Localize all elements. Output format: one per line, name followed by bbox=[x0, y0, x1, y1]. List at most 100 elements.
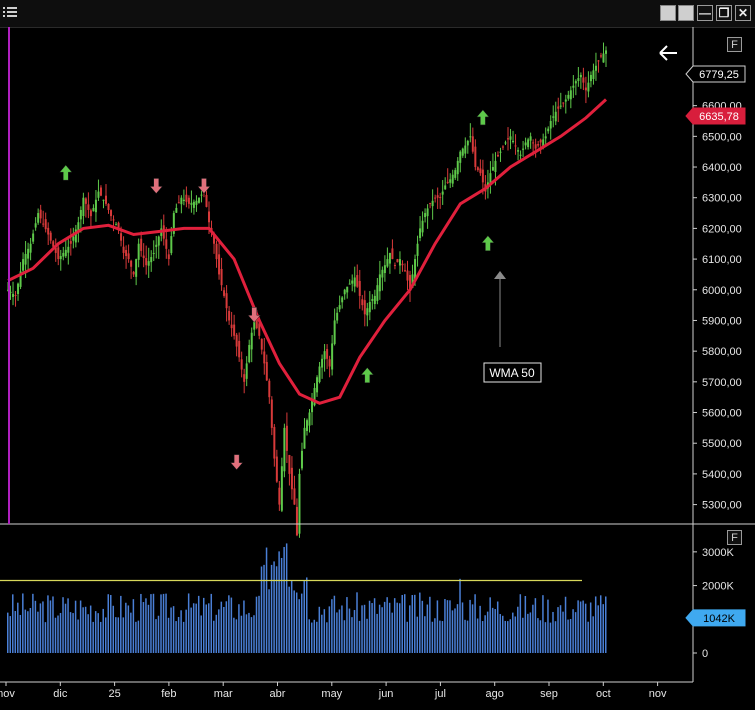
volume-bar bbox=[577, 600, 579, 653]
candle-body bbox=[260, 338, 263, 350]
volume-bar bbox=[348, 608, 351, 653]
volume-bar bbox=[192, 603, 195, 653]
volume-bar bbox=[175, 621, 177, 653]
volume-bar bbox=[454, 608, 456, 653]
volume-bar bbox=[202, 597, 205, 653]
volume-bar bbox=[421, 600, 424, 653]
volume-bar bbox=[79, 600, 82, 653]
candle-body bbox=[275, 456, 278, 482]
volume-bar bbox=[293, 590, 295, 653]
volume-bar bbox=[459, 578, 461, 653]
last-price-label: 6779,25 bbox=[685, 65, 746, 83]
volume-bar bbox=[471, 604, 474, 653]
volume-bar bbox=[429, 596, 431, 653]
candle-body bbox=[602, 53, 605, 63]
price-tick-label: 6400,00 bbox=[702, 162, 742, 174]
volume-bar bbox=[24, 609, 27, 653]
volume-bar bbox=[403, 594, 406, 653]
candle-body bbox=[373, 295, 376, 304]
candle-body bbox=[496, 154, 499, 157]
volume-bar bbox=[599, 595, 602, 653]
candle-body bbox=[366, 308, 369, 316]
candle-body bbox=[567, 94, 570, 99]
candle-body bbox=[396, 259, 399, 263]
candle-body bbox=[346, 286, 349, 293]
candle-body bbox=[258, 323, 261, 336]
candle-body bbox=[524, 142, 527, 146]
candle-body bbox=[398, 259, 401, 266]
price-tick-label: 6200,00 bbox=[702, 223, 742, 235]
time-tick-label: ago bbox=[486, 688, 504, 700]
volume-bar bbox=[396, 602, 398, 653]
candle-body bbox=[383, 265, 386, 274]
volume-bar bbox=[486, 611, 489, 653]
chart-area: 6700,006600,006500,006400,006300,006200,… bbox=[0, 27, 755, 700]
volume-bar bbox=[54, 617, 57, 653]
volume-bar bbox=[89, 605, 92, 653]
volume-bar bbox=[605, 596, 607, 653]
candle-body bbox=[584, 87, 587, 91]
volume-bar bbox=[22, 593, 24, 653]
candle-body bbox=[155, 244, 158, 247]
volume-bar bbox=[104, 617, 107, 653]
grey-square-button-2[interactable] bbox=[678, 5, 694, 21]
candle-body bbox=[471, 136, 474, 152]
volume-bar bbox=[157, 615, 160, 653]
candle-body bbox=[87, 204, 90, 210]
candle-body bbox=[32, 233, 35, 242]
volume-bar bbox=[592, 616, 594, 653]
candle-body bbox=[223, 290, 226, 296]
close-button[interactable]: ✕ bbox=[735, 5, 751, 21]
candle-body bbox=[142, 255, 145, 259]
volume-bar bbox=[295, 592, 298, 653]
candle-body bbox=[115, 224, 118, 226]
candle-body bbox=[582, 77, 585, 83]
volume-bar bbox=[341, 605, 343, 653]
candle-body bbox=[368, 302, 371, 313]
volume-bar bbox=[197, 595, 200, 653]
candle-body bbox=[569, 90, 572, 100]
volume-bar bbox=[544, 622, 547, 653]
volume-bar bbox=[416, 616, 419, 653]
format-button-volume[interactable]: F bbox=[727, 530, 742, 545]
volume-bar bbox=[539, 620, 542, 653]
menu-icon[interactable] bbox=[3, 5, 18, 19]
candle-body bbox=[22, 259, 25, 271]
candle-body bbox=[547, 128, 550, 132]
minimize-button[interactable]: — bbox=[697, 5, 713, 21]
candle-body bbox=[82, 197, 85, 217]
volume-bar bbox=[140, 593, 142, 653]
arrow-left-icon[interactable] bbox=[656, 44, 680, 62]
grey-square-button-1[interactable] bbox=[660, 5, 676, 21]
volume-bar bbox=[82, 607, 84, 653]
candle-body bbox=[534, 144, 537, 149]
candle-body bbox=[356, 275, 359, 287]
volume-bar bbox=[132, 599, 135, 653]
candle-body bbox=[454, 170, 457, 178]
volume-bar bbox=[328, 606, 331, 653]
volume-bar bbox=[152, 593, 155, 653]
candle-body bbox=[172, 213, 175, 234]
price-tick-label: 5700,00 bbox=[702, 377, 742, 389]
volume-bar bbox=[331, 599, 333, 653]
volume-bar bbox=[316, 621, 318, 653]
volume-bar bbox=[225, 601, 228, 653]
volume-bar bbox=[270, 564, 273, 653]
format-button-price[interactable]: F bbox=[727, 37, 742, 52]
volume-bar bbox=[501, 615, 504, 653]
volume-bar bbox=[120, 595, 122, 653]
volume-bar bbox=[122, 617, 125, 653]
candle-body bbox=[474, 146, 477, 168]
volume-bar bbox=[594, 596, 597, 653]
volume-bar bbox=[69, 612, 72, 653]
volume-bar bbox=[496, 601, 499, 653]
volume-bar bbox=[107, 594, 110, 653]
restore-button[interactable]: ❐ bbox=[716, 5, 732, 21]
volume-bar bbox=[481, 621, 484, 653]
volume-bar bbox=[260, 566, 263, 653]
volume-bar bbox=[318, 606, 321, 653]
price-tick-label: 5900,00 bbox=[702, 315, 742, 327]
volume-bar bbox=[84, 606, 87, 653]
candle-body bbox=[165, 239, 168, 249]
volume-bar bbox=[424, 616, 426, 653]
